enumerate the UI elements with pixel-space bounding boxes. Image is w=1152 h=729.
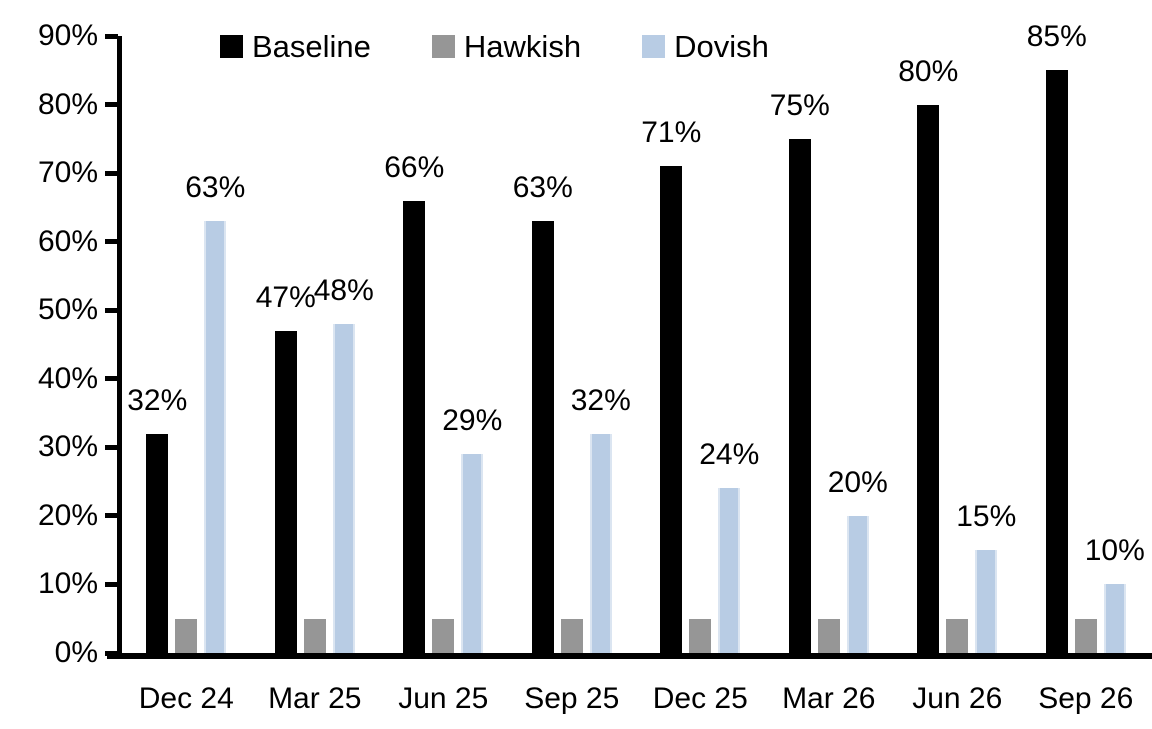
- y-axis-tick-label: 70%: [37, 156, 98, 190]
- x-axis-label-mar-26: Mar 26: [782, 682, 876, 715]
- legend-swatch-hawkish: [431, 35, 455, 58]
- bar-hawkish-jun-26: [946, 618, 969, 653]
- y-axis-line: [117, 36, 122, 659]
- data-label-dovish-jun-25: 29%: [442, 404, 503, 438]
- data-label-baseline-sep-25: 63%: [512, 171, 573, 205]
- bar-group-sep-26: 85% 10%: [1022, 22, 1151, 653]
- x-axis-labels: Dec 24 Mar 25 Jun 25 Sep 25 Dec 25 Mar 26 Jun …: [122, 683, 1150, 715]
- x-axis-label-dec-25: Dec 25: [652, 682, 748, 715]
- legend-swatch-dovish: [642, 35, 666, 58]
- bar-dovish-mar-26: 20%: [828, 467, 888, 653]
- x-axis-label-mar-25: Mar 25: [268, 682, 362, 715]
- legend-item-hawkish: Hawkish: [431, 29, 582, 64]
- y-axis-tick: [105, 513, 118, 519]
- y-axis-tick-label: 40%: [37, 361, 98, 395]
- bar-hawkish-dec-24: [175, 618, 198, 653]
- bar-group-mar-25: 47% 48%: [251, 36, 380, 653]
- y-axis-tick-label: 20%: [37, 498, 98, 532]
- bar-hawkish-mar-26: [817, 618, 840, 653]
- data-label-dovish-mar-26: 20%: [827, 465, 888, 499]
- x-axis-label-sep-26: Sep 26: [1038, 682, 1134, 715]
- bar-baseline-sep-25: 63%: [513, 173, 573, 653]
- bar-dovish-jun-26: 15%: [956, 502, 1016, 653]
- y-axis-tick-label: 10%: [37, 567, 98, 601]
- bar-dovish-sep-25: 32%: [571, 385, 631, 653]
- bar-baseline-jun-25: 66%: [384, 152, 444, 653]
- bar-group-dec-24: 32% 63%: [122, 36, 251, 653]
- bar-hawkish-jun-25: [432, 618, 455, 653]
- chart-legend: Baseline Hawkish Dovish: [220, 31, 769, 62]
- y-axis-tick: [105, 376, 118, 382]
- bar-hawkish-mar-25: [303, 618, 326, 653]
- data-label-dovish-mar-25: 48%: [313, 273, 374, 307]
- data-label-dovish-sep-26: 10%: [1084, 534, 1145, 568]
- data-label-baseline-dec-24: 32%: [127, 383, 188, 417]
- y-axis-tick: [105, 239, 118, 245]
- data-label-baseline-jun-26: 80%: [898, 54, 959, 88]
- bar-group-jun-25: 66% 29%: [379, 36, 508, 653]
- data-label-baseline-jun-25: 66%: [384, 150, 445, 184]
- data-label-baseline-sep-26: 85%: [1026, 20, 1087, 54]
- y-axis-tick-label: 80%: [37, 87, 98, 121]
- bar-group-mar-26: 75% 20%: [765, 36, 894, 653]
- x-axis-label-jun-25: Jun 25: [398, 682, 489, 715]
- x-axis-line: [107, 653, 1152, 659]
- legend-label: Dovish: [674, 29, 769, 64]
- legend-label: Hawkish: [463, 29, 582, 64]
- bar-dovish-jun-25: 29%: [442, 406, 502, 653]
- bar-baseline-mar-25: 47%: [256, 282, 316, 653]
- bar-dovish-sep-26: 10%: [1085, 536, 1145, 653]
- x-axis-label-jun-26: Jun 26: [912, 682, 1003, 715]
- data-label-baseline-mar-26: 75%: [769, 88, 830, 122]
- data-label-dovish-sep-25: 32%: [570, 383, 631, 417]
- data-label-dovish-dec-24: 63%: [185, 171, 246, 205]
- bar-hawkish-sep-25: [560, 618, 583, 653]
- data-label-baseline-mar-25: 47%: [255, 280, 316, 314]
- bar-baseline-dec-24: 32%: [127, 385, 187, 653]
- y-axis-tick: [105, 33, 118, 39]
- y-axis-tick-label: 0%: [54, 636, 98, 669]
- y-axis-tick-label: 60%: [37, 224, 98, 258]
- bar-dovish-mar-25: 48%: [314, 275, 374, 653]
- bar-group-sep-25: 63% 32%: [508, 36, 637, 653]
- x-axis-label-dec-24: Dec 24: [138, 682, 234, 715]
- bar-dovish-dec-25: 24%: [699, 440, 759, 653]
- y-axis-tick: [105, 170, 118, 176]
- bar-hawkish-dec-25: [689, 618, 712, 653]
- data-label-dovish-dec-25: 24%: [699, 438, 760, 472]
- bar-baseline-dec-25: 71%: [641, 118, 701, 653]
- plot-area: 32% 63% 47% 48% 66% 29% 63% 32% 71% 24% 75% 20% 80% 1…: [122, 22, 1151, 653]
- data-label-dovish-jun-26: 15%: [956, 500, 1017, 534]
- x-axis-label-sep-25: Sep 25: [524, 682, 620, 715]
- bar-group-dec-25: 71% 24%: [636, 36, 765, 653]
- bar-group-jun-26: 80% 15%: [893, 36, 1022, 653]
- legend-item-dovish: Dovish: [642, 31, 769, 62]
- y-axis-tick-label: 50%: [37, 293, 98, 327]
- bar-baseline-sep-26: 85%: [1027, 22, 1087, 653]
- bar-hawkish-sep-26: [1074, 618, 1097, 653]
- y-axis-tick-label: 30%: [37, 430, 98, 464]
- y-axis-tick-label: 90%: [37, 19, 98, 52]
- legend-item-baseline: Baseline: [220, 31, 371, 62]
- bar-baseline-jun-26: 80%: [898, 56, 958, 653]
- bar-dovish-dec-24: 63%: [185, 173, 245, 653]
- legend-label: Baseline: [252, 29, 371, 64]
- bar-baseline-mar-26: 75%: [770, 90, 830, 653]
- legend-swatch-baseline: [220, 35, 243, 58]
- y-axis-tick: [105, 581, 118, 587]
- data-label-baseline-dec-25: 71%: [641, 116, 702, 150]
- y-axis-tick: [105, 307, 118, 313]
- y-axis-tick: [105, 444, 118, 450]
- y-axis-tick: [105, 102, 118, 108]
